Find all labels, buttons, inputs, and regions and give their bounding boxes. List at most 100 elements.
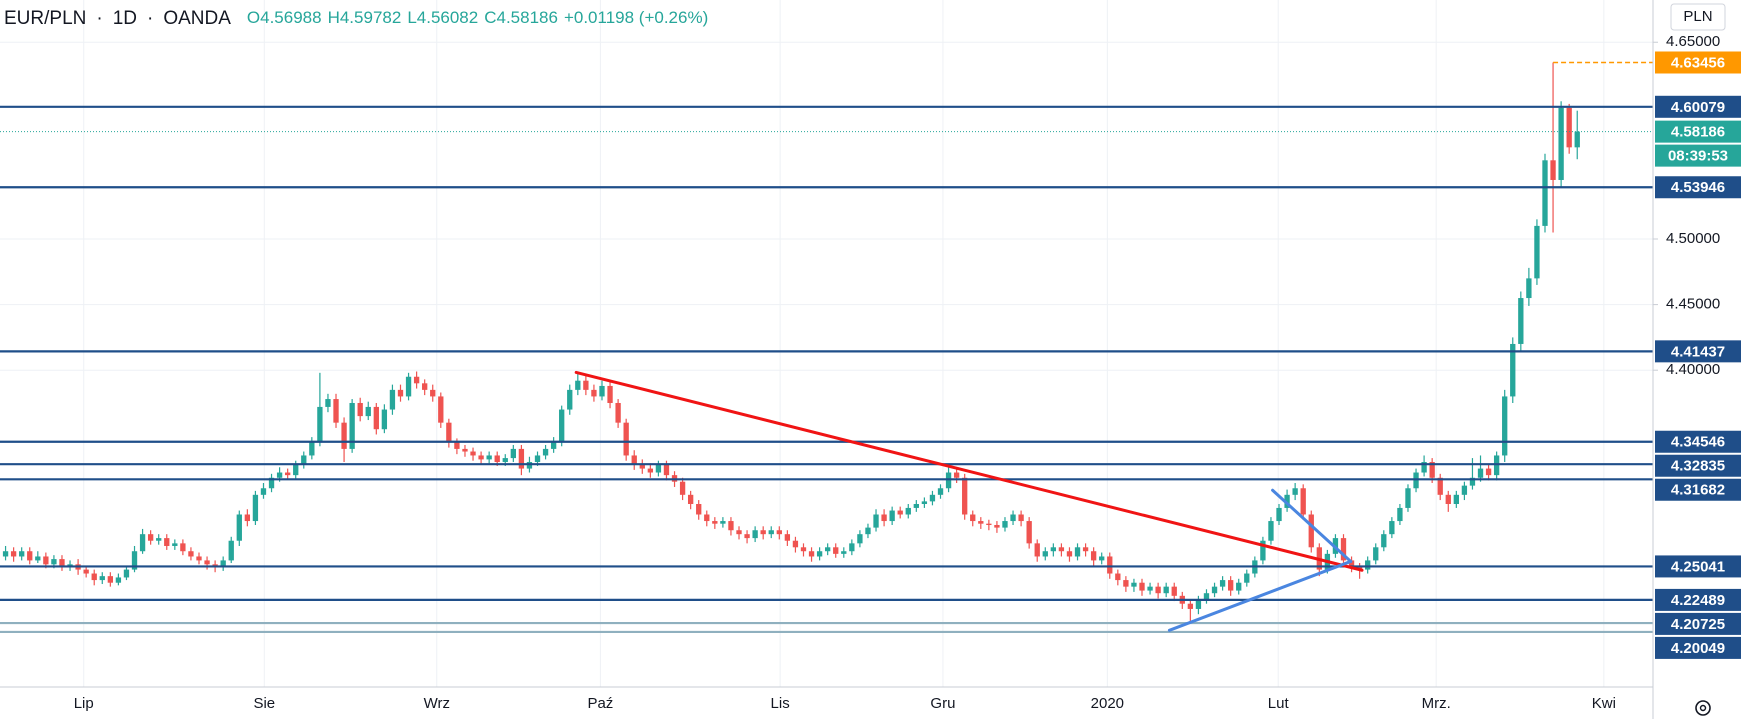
candle-body	[470, 451, 476, 456]
interval: 1D	[113, 8, 137, 29]
candle-body	[494, 455, 500, 463]
candle-body	[744, 534, 750, 539]
x-tick-label: Lut	[1268, 695, 1290, 712]
candle-body	[792, 540, 799, 548]
candle-body	[91, 573, 97, 581]
x-tick-label: Lis	[771, 695, 790, 712]
candle-body	[373, 406, 379, 430]
price-label: 4.63456	[1671, 54, 1725, 71]
price-label: 4.58186	[1671, 124, 1725, 141]
price-label: 4.20049	[1671, 640, 1725, 657]
candle-body	[1510, 343, 1516, 397]
settings-icon[interactable]	[1695, 700, 1711, 716]
candle-body	[1276, 507, 1282, 522]
candle-body	[139, 534, 146, 552]
candle-body	[1268, 521, 1274, 541]
candle-body	[962, 477, 968, 515]
change-value: +0.01198 (+0.26%)	[564, 8, 708, 27]
candle-body	[583, 380, 589, 390]
candle-body	[486, 455, 492, 460]
candle-body	[365, 406, 371, 417]
close-value: C4.58186	[484, 8, 558, 27]
candle-body	[816, 551, 823, 557]
candle-body	[115, 577, 122, 583]
candle-body	[559, 409, 565, 443]
plot	[0, 61, 1653, 634]
candle-body	[462, 448, 468, 452]
candle-body	[728, 521, 734, 531]
candle-body	[704, 514, 710, 522]
candle-body	[1139, 582, 1145, 591]
candle-body	[655, 464, 662, 473]
price-label: 4.25041	[1671, 558, 1725, 575]
candle-body	[865, 527, 871, 535]
candle-body	[1292, 488, 1298, 495]
separator: ·	[147, 8, 153, 29]
candle-body	[1066, 551, 1073, 557]
candle-body	[430, 389, 436, 397]
candle-body	[252, 494, 259, 522]
x-tick-label: Gru	[930, 695, 955, 712]
price-label: 4.20725	[1671, 616, 1725, 633]
trend-line	[1271, 488, 1353, 563]
candle-body	[293, 464, 299, 476]
candle-body	[1115, 573, 1121, 581]
candle-body	[1026, 521, 1032, 544]
candle-body	[204, 560, 210, 565]
open-value: O4.56988	[247, 8, 322, 27]
x-tick-label: Kwi	[1592, 695, 1616, 712]
candle-body	[325, 399, 331, 407]
candle-body	[1381, 534, 1387, 548]
candle-body	[10, 551, 17, 557]
candle-body	[236, 514, 242, 541]
currency-button[interactable]	[1670, 3, 1726, 31]
candle-body	[639, 464, 645, 469]
candle-body	[502, 458, 508, 463]
candle-body	[808, 551, 815, 557]
candle-body	[27, 551, 33, 561]
price-label-bg	[1655, 588, 1741, 611]
candle-body	[454, 442, 460, 449]
candle-body	[1042, 551, 1048, 557]
candle-body	[1034, 543, 1040, 557]
x-tick-label: Wrz	[424, 695, 450, 712]
candle-body	[1373, 547, 1379, 561]
candle-body	[1090, 551, 1097, 561]
candle-body	[970, 514, 976, 522]
x-tick-label: 2020	[1091, 695, 1124, 712]
candle-body	[1405, 488, 1411, 508]
candle-body	[953, 472, 960, 478]
candle-body	[1550, 160, 1556, 180]
candle-body	[59, 559, 65, 567]
grid	[0, 0, 1653, 687]
candle-body	[196, 556, 202, 561]
candle-body	[1453, 494, 1459, 505]
price-label-bg	[1655, 478, 1741, 501]
candle-body	[784, 534, 791, 541]
x-tick-label: Sie	[253, 695, 275, 712]
candle-body	[244, 514, 251, 522]
candle-body	[776, 530, 782, 535]
price-label-bg	[1655, 454, 1741, 477]
candle-body	[1236, 582, 1242, 591]
price-label: 4.41437	[1671, 343, 1725, 360]
candle-body	[937, 488, 944, 495]
candle-body	[1526, 278, 1532, 299]
candle-body	[720, 521, 726, 524]
candle-body	[341, 422, 347, 449]
candle-body	[921, 501, 928, 505]
candle-body	[736, 530, 742, 535]
candle-body	[1219, 580, 1226, 587]
candle-body	[83, 569, 89, 574]
price-label-bg	[1655, 636, 1741, 659]
candle-body	[881, 514, 887, 522]
candle-body	[631, 455, 637, 465]
candle-body	[333, 399, 339, 423]
legend-header: EUR/PLN · 1D · OANDA O4.56988 H4.59782 L4.56082…	[4, 8, 708, 29]
currency-label: PLN	[1683, 8, 1712, 25]
candle-body	[1211, 586, 1218, 594]
candle-body	[1082, 547, 1089, 552]
candle-body	[1421, 462, 1427, 473]
candle-body	[1445, 494, 1451, 505]
candle-body	[1228, 580, 1234, 591]
